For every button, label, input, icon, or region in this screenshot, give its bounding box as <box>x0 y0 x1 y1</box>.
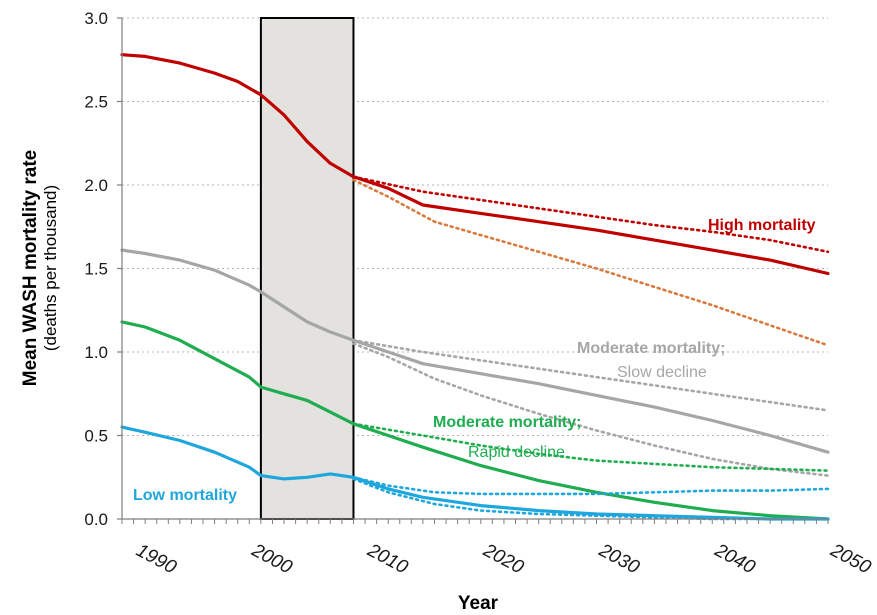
highlight-period-box <box>259 17 355 520</box>
series-label: High mortality <box>708 217 816 234</box>
x-tick-label: 2030 <box>595 539 643 578</box>
series-label: Moderate mortality; <box>577 340 725 357</box>
x-tick-label: 2040 <box>710 539 758 578</box>
x-tick-label: 1990 <box>133 540 181 579</box>
y-tick-label: 3.0 <box>84 9 108 28</box>
series-line-high-dotted <box>352 175 830 254</box>
y-axis-title: Mean WASH mortality rate <box>20 150 41 387</box>
x-tick-label: 2020 <box>479 539 527 578</box>
x-tick-label: 2050 <box>826 539 874 578</box>
y-axis-title-group: Mean WASH mortality rate (deaths per tho… <box>20 150 60 387</box>
y-tick-label: 2.5 <box>84 93 108 112</box>
x-tick-label: 2010 <box>363 539 411 578</box>
x-tick-label: 2000 <box>247 539 295 578</box>
series-line-high-dotted <box>352 178 830 347</box>
series-label: Rapid decline <box>468 444 565 461</box>
series-line-moderate-rapid-dotted <box>352 422 830 472</box>
series-line-moderate-slow-dotted <box>352 339 830 412</box>
y-tick-label: 1.5 <box>84 260 108 279</box>
y-tick-label: 0.0 <box>84 510 108 529</box>
y-axis-subtitle: (deaths per thousand) <box>41 185 60 351</box>
series-label: Moderate mortality; <box>433 414 581 431</box>
series-label: Slow decline <box>617 364 707 381</box>
series-line-moderate-slow-dotted <box>352 342 830 477</box>
y-tick-label: 1.0 <box>84 343 108 362</box>
x-axis-title: Year <box>458 593 499 614</box>
y-tick-label: 2.0 <box>84 176 108 195</box>
series-line-low-solid <box>120 425 830 521</box>
series-line-high-solid <box>120 53 830 276</box>
x-tick-labels: 1990 2000 2010 2020 2030 2040 2050 <box>133 539 875 578</box>
series-line-low-dotted <box>352 476 830 496</box>
y-tick-label: 0.5 <box>84 427 108 446</box>
series-label: Low mortality <box>133 487 237 504</box>
axes <box>117 17 829 524</box>
y-tick-labels: 0.0 0.5 1.0 1.5 2.0 2.5 3.0 <box>84 9 108 529</box>
series-annotations: High mortality Moderate mortality; Slow de… <box>133 217 816 504</box>
